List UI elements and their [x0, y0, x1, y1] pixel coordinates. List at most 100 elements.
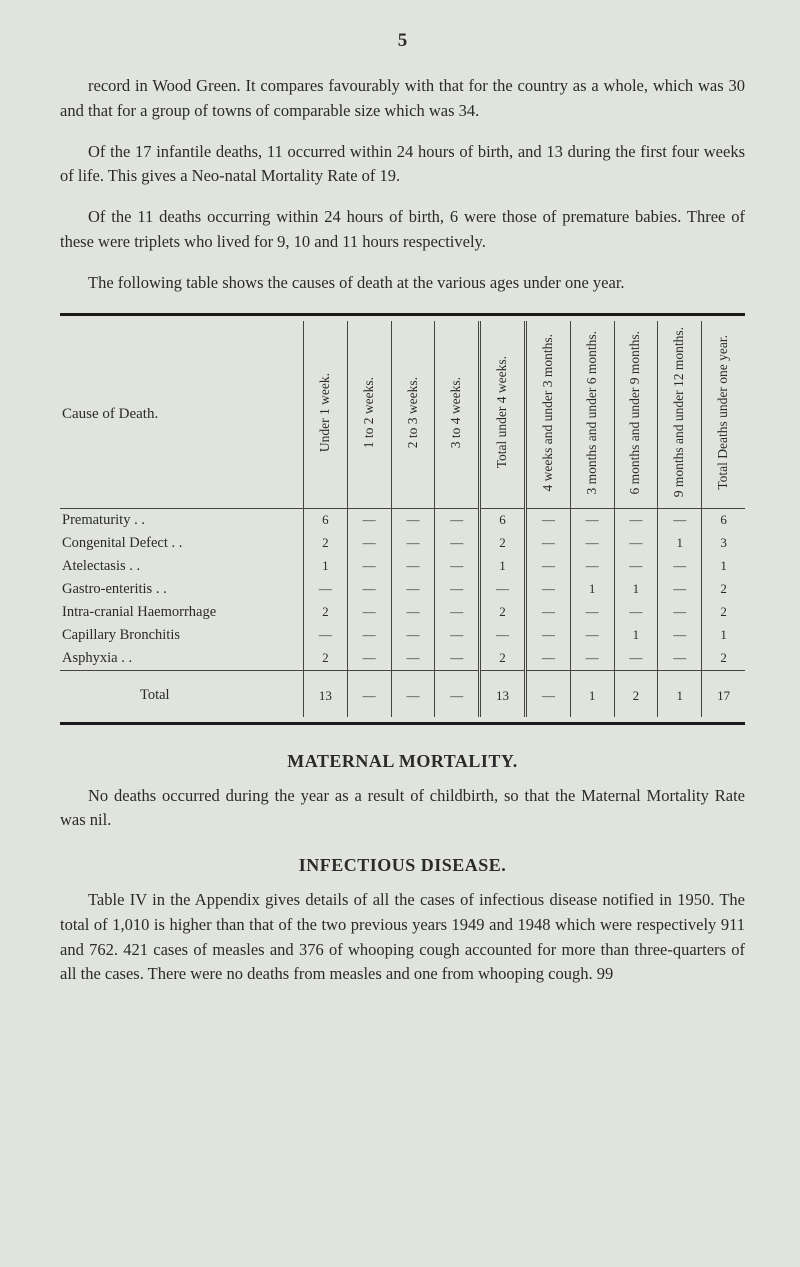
cell: — — [391, 508, 435, 532]
cell: 2 — [614, 670, 658, 717]
cell: 1 — [303, 555, 347, 578]
cell: — — [347, 670, 391, 717]
cell: — — [347, 601, 391, 624]
table-header-row: Cause of Death. Under 1 week. 1 to 2 wee… — [60, 321, 745, 508]
infectious-paragraph: Table IV in the Appendix gives details o… — [60, 888, 745, 987]
cell: — — [391, 601, 435, 624]
cell: 1 — [702, 624, 745, 647]
cell: — — [435, 532, 480, 555]
cell: — — [347, 647, 391, 671]
cell: 2 — [303, 532, 347, 555]
col-3m-6m: 3 months and under 6 months. — [570, 321, 614, 508]
cell: — — [570, 647, 614, 671]
cell: — — [525, 670, 570, 717]
cell: — — [391, 532, 435, 555]
cell: 2 — [480, 532, 526, 555]
cell: — — [614, 555, 658, 578]
cell: — — [435, 647, 480, 671]
paragraph-1: record in Wood Green. It compares favour… — [60, 74, 745, 124]
cell: — — [658, 555, 702, 578]
col-cause: Cause of Death. — [60, 321, 303, 508]
row-label: Asphyxia . . — [60, 647, 303, 671]
cell: 2 — [303, 647, 347, 671]
table-row: Capillary Bronchitis — — — — — — — 1 — 1 — [60, 624, 745, 647]
cell: — — [658, 624, 702, 647]
page-number: 5 — [60, 30, 745, 52]
maternal-mortality-heading: MATERNAL MORTALITY. — [60, 751, 745, 772]
deaths-table-wrap: Cause of Death. Under 1 week. 1 to 2 wee… — [60, 313, 745, 724]
cell: — — [570, 508, 614, 532]
cell: 1 — [570, 670, 614, 717]
cell: — — [614, 647, 658, 671]
col-9m-12m: 9 months and under 12 months. — [658, 321, 702, 508]
cell: 1 — [702, 555, 745, 578]
cell: 1 — [570, 578, 614, 601]
cell: 6 — [303, 508, 347, 532]
cell: 1 — [614, 578, 658, 601]
col-6m-9m: 6 months and under 9 months. — [614, 321, 658, 508]
cell: — — [525, 508, 570, 532]
cell: — — [391, 670, 435, 717]
col-under-1-week: Under 1 week. — [303, 321, 347, 508]
row-label: Prematurity . . — [60, 508, 303, 532]
cell: 2 — [702, 578, 745, 601]
deaths-table: Cause of Death. Under 1 week. 1 to 2 wee… — [60, 321, 745, 716]
cell: 2 — [702, 601, 745, 624]
table-row: Asphyxia . . 2 — — — 2 — — — — 2 — [60, 647, 745, 671]
row-label: Intra-cranial Haemorrhage — [60, 601, 303, 624]
cell: 1 — [658, 670, 702, 717]
cell: — — [614, 601, 658, 624]
table-body: Prematurity . . 6 — — — 6 — — — — 6 Cong… — [60, 508, 745, 717]
col-4w-3m: 4 weeks and under 3 months. — [525, 321, 570, 508]
paragraph-3: Of the 11 deaths occurring within 24 hou… — [60, 205, 745, 255]
cell: — — [435, 624, 480, 647]
cell: — — [435, 601, 480, 624]
cell: — — [525, 578, 570, 601]
cell: 1 — [480, 555, 526, 578]
cell: 6 — [702, 508, 745, 532]
cell: — — [658, 578, 702, 601]
cell: — — [525, 532, 570, 555]
cell: — — [347, 578, 391, 601]
cell: 2 — [303, 601, 347, 624]
cell: 1 — [658, 532, 702, 555]
cell: — — [391, 647, 435, 671]
cell: — — [303, 578, 347, 601]
col-2-3-weeks: 2 to 3 weeks. — [391, 321, 435, 508]
cell: 2 — [702, 647, 745, 671]
page: 5 record in Wood Green. It compares favo… — [0, 0, 800, 1267]
paragraph-4: The following table shows the causes of … — [60, 271, 745, 296]
cell: — — [658, 601, 702, 624]
cell: 13 — [303, 670, 347, 717]
cell: — — [525, 601, 570, 624]
col-1-2-weeks: 1 to 2 weeks. — [347, 321, 391, 508]
cell: — — [347, 532, 391, 555]
row-label: Capillary Bronchitis — [60, 624, 303, 647]
cell: 3 — [702, 532, 745, 555]
col-3-4-weeks: 3 to 4 weeks. — [435, 321, 480, 508]
table-row: Atelectasis . . 1 — — — 1 — — — — 1 — [60, 555, 745, 578]
col-total-year: Total Deaths under one year. — [702, 321, 745, 508]
cell: — — [435, 670, 480, 717]
cell: 6 — [480, 508, 526, 532]
infectious-disease-heading: INFECTIOUS DISEASE. — [60, 855, 745, 876]
cell: — — [614, 508, 658, 532]
row-label: Congenital Defect . . — [60, 532, 303, 555]
row-label: Atelectasis . . — [60, 555, 303, 578]
table-total-row: Total 13 — — — 13 — 1 2 1 17 — [60, 670, 745, 717]
cell: — — [435, 578, 480, 601]
cell: — — [570, 555, 614, 578]
cell: 2 — [480, 601, 526, 624]
cell: — — [525, 555, 570, 578]
cell: — — [435, 555, 480, 578]
cell: 1 — [614, 624, 658, 647]
paragraph-2: Of the 17 infantile deaths, 11 occurred … — [60, 140, 745, 190]
cell: — — [435, 508, 480, 532]
cell: — — [303, 624, 347, 647]
cell: 2 — [480, 647, 526, 671]
cell: — — [480, 578, 526, 601]
cell: — — [480, 624, 526, 647]
table-row: Gastro-enteritis . . — — — — — — 1 1 — 2 — [60, 578, 745, 601]
cell: — — [347, 555, 391, 578]
cell: — — [347, 508, 391, 532]
